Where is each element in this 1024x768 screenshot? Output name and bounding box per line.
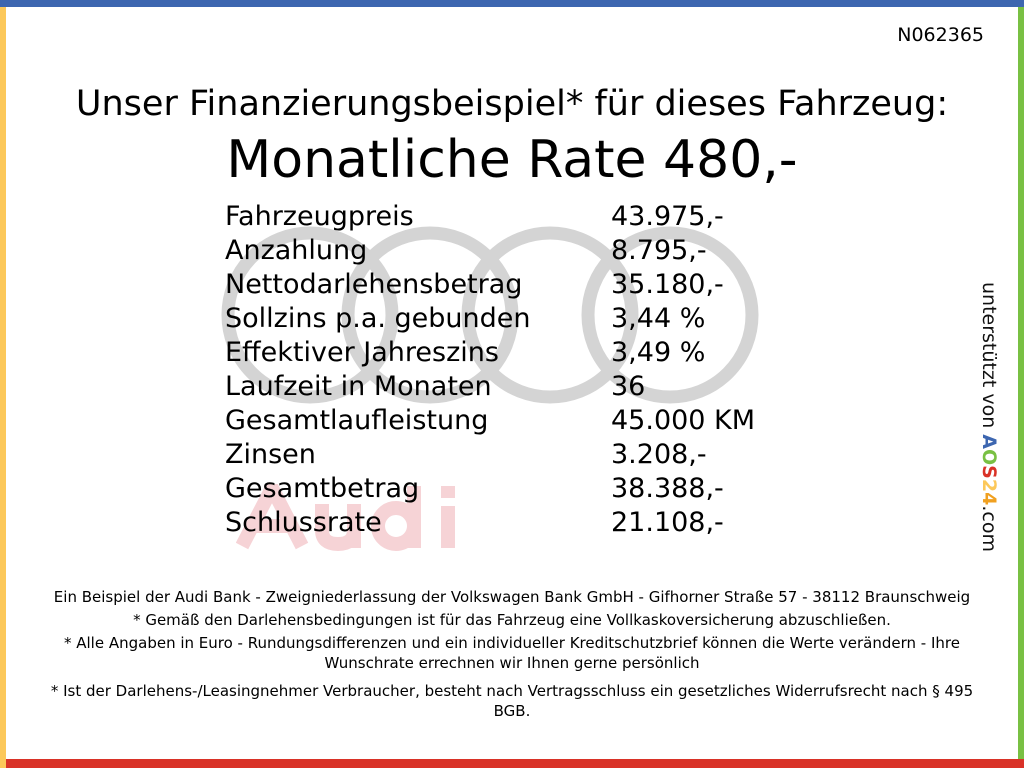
row-label: Effektiver Jahreszins xyxy=(225,337,499,368)
row-value: 3,49 % xyxy=(611,337,706,368)
row-value: 36 xyxy=(611,371,646,402)
supported-by-suffix: .com xyxy=(978,505,1000,552)
table-row: Zinsen 3.208,- xyxy=(225,438,707,472)
row-value: 35.180,- xyxy=(611,269,724,300)
row-label: Zinsen xyxy=(225,439,316,470)
row-value: 38.388,- xyxy=(611,473,724,504)
logo-letter: A xyxy=(978,434,1000,450)
table-row: Gesamtbetrag 38.388,- xyxy=(225,472,724,506)
monthly-rate: Monatliche Rate 480,- xyxy=(226,130,798,190)
row-label: Nettodarlehensbetrag xyxy=(225,269,523,300)
supported-by: unterstützt von AOS24.com xyxy=(978,282,1000,552)
row-label: Laufzeit in Monaten xyxy=(225,371,492,402)
footer-bank: Ein Beispiel der Audi Bank - Zweignieder… xyxy=(53,588,971,606)
left-border xyxy=(0,7,6,768)
row-label: Fahrzeugpreis xyxy=(225,201,414,232)
table-row: Schlussrate 21.108,- xyxy=(225,506,724,540)
logo-letter: O xyxy=(978,449,1000,466)
table-row: Fahrzeugpreis 43.975,- xyxy=(225,200,724,234)
logo-letter: 2 xyxy=(978,478,1000,493)
row-value: 43.975,- xyxy=(611,201,724,232)
footer-euro: * Alle Angaben in Euro - Rundungsdiffere… xyxy=(63,634,960,672)
logo-letter: S xyxy=(978,465,1000,479)
row-value: 8.795,- xyxy=(611,235,707,266)
footer-withdrawal: * Ist der Darlehens-/Leasingnehmer Verbr… xyxy=(50,682,974,720)
audi-wordmark-watermark xyxy=(236,484,455,552)
top-border xyxy=(0,0,1024,7)
table-row: Nettodarlehensbetrag 35.180,- xyxy=(225,268,724,302)
audi-rings-watermark xyxy=(221,226,759,404)
row-label: Gesamtlaufleistung xyxy=(225,405,489,436)
bottom-border xyxy=(6,759,1024,768)
table-row: Anzahlung 8.795,- xyxy=(225,234,707,268)
right-border xyxy=(1018,7,1024,759)
row-label: Sollzins p.a. gebunden xyxy=(225,303,531,334)
row-label: Gesamtbetrag xyxy=(225,473,420,504)
row-value: 3,44 % xyxy=(611,303,706,334)
row-label: Anzahlung xyxy=(225,235,368,266)
ring xyxy=(221,226,399,404)
table-row: Gesamtlaufleistung 45.000 KM xyxy=(225,404,755,438)
row-value: 21.108,- xyxy=(611,507,724,538)
vehicle-code: N062365 xyxy=(897,24,984,46)
table-row: Laufzeit in Monaten 36 xyxy=(225,370,645,404)
row-label: Schlussrate xyxy=(225,507,382,538)
row-value: 45.000 KM xyxy=(611,405,756,436)
table-row: Effektiver Jahreszins 3,49 % xyxy=(225,336,705,370)
logo-letter: 4 xyxy=(978,492,1000,506)
page-title: Unser Finanzierungsbeispiel* für dieses … xyxy=(75,84,949,124)
supported-by-prefix: unterstützt von xyxy=(978,282,1000,435)
footer-notes: Ein Beispiel der Audi Bank - Zweignieder… xyxy=(40,587,984,724)
row-value: 3.208,- xyxy=(611,439,707,470)
ring xyxy=(461,226,639,404)
aos24-logo: AOS24 xyxy=(978,434,1000,505)
table-row: Sollzins p.a. gebunden 3,44 % xyxy=(225,302,705,336)
footer-insurance: * Gemäß den Darlehensbedingungen ist für… xyxy=(133,611,891,629)
ring xyxy=(341,226,519,404)
finance-table: Fahrzeugpreis 43.975,- Anzahlung 8.795,- Net… xyxy=(225,200,755,540)
ring xyxy=(581,226,759,404)
